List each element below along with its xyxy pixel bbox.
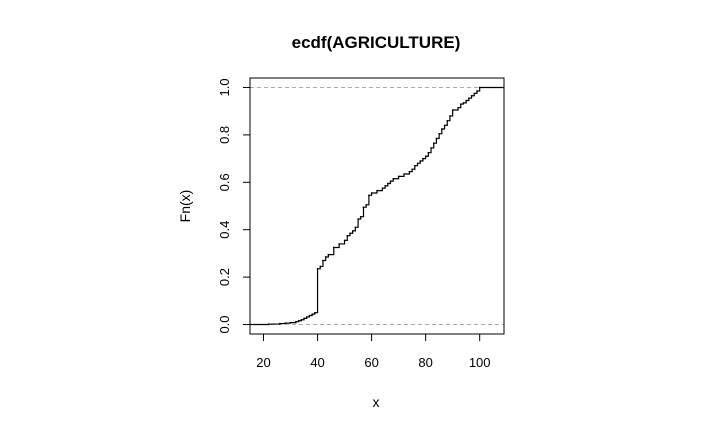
ecdf-point (319, 265, 322, 268)
ecdf-point (451, 109, 454, 111)
ecdf-point (416, 162, 419, 165)
ecdf-point (459, 103, 462, 105)
plot-frame (249, 77, 505, 335)
ecdf-point (362, 206, 365, 208)
ecdf-point (268, 323, 270, 325)
ecdf-point (392, 177, 395, 180)
ecdf-point (389, 180, 392, 182)
chart-title: ecdf(AGRICULTURE) (292, 33, 461, 52)
ecdf-point (473, 92, 476, 95)
ecdf-point (370, 192, 373, 194)
y-tick-label: 1.0 (217, 78, 232, 96)
y-tick-label: 0.0 (217, 315, 232, 333)
ecdf-point (311, 313, 313, 315)
ecdf-point (295, 320, 297, 323)
ecdf-point (462, 102, 465, 104)
ecdf-point (424, 155, 427, 158)
ecdf-point (443, 124, 446, 127)
x-axis-label: x (373, 394, 380, 410)
ecdf-point (478, 86, 481, 89)
ecdf-point (303, 317, 305, 320)
ecdf-point (411, 168, 413, 171)
x-axis: 20 40 60 80 100 (256, 333, 491, 370)
ecdf-point (422, 157, 424, 160)
ecdf-point (349, 232, 351, 235)
ecdf-point (354, 226, 357, 229)
y-tick-label: 0.2 (217, 268, 232, 286)
ecdf-point (408, 170, 411, 173)
ecdf-point (470, 94, 473, 97)
ecdf-point (365, 204, 367, 206)
ecdf-point (384, 185, 386, 187)
ecdf-point (322, 259, 324, 262)
ecdf-point (338, 243, 340, 245)
ecdf-point (465, 99, 467, 102)
ecdf-point (427, 151, 430, 154)
ecdf-point (289, 321, 292, 324)
ecdf-point (438, 132, 440, 135)
ecdf-step-series (250, 86, 504, 326)
x-tick-label: 100 (469, 355, 491, 370)
ecdf-point (351, 230, 354, 232)
y-tick-label: 0.4 (217, 221, 232, 239)
ecdf-point (346, 234, 349, 237)
ecdf-point (300, 318, 303, 321)
ecdf-point (314, 311, 316, 314)
ecdf-point (332, 246, 335, 249)
ecdf-point (284, 322, 286, 324)
ecdf-point (476, 90, 478, 92)
ecdf-point (305, 316, 308, 318)
ecdf-point (327, 253, 330, 256)
ecdf-point (414, 164, 416, 167)
ecdf-point (324, 256, 327, 258)
reference-lines (250, 86, 504, 326)
y-axis-label: Fn(x) (177, 190, 193, 223)
x-tick-label: 40 (310, 355, 324, 370)
y-axis: 0.0 0.2 0.4 0.6 0.8 1.0 (217, 78, 251, 334)
ecdf-point (381, 187, 384, 190)
ecdf-point (316, 268, 319, 270)
ecdf-point (432, 142, 435, 144)
ecdf-point (387, 182, 389, 185)
ecdf-point (359, 215, 362, 218)
ecdf-point (419, 160, 422, 162)
ecdf-point (468, 97, 470, 99)
ecdf-point (449, 115, 451, 117)
ecdf-point (357, 218, 359, 220)
x-tick-label: 20 (256, 355, 270, 370)
y-tick-label: 0.8 (217, 126, 232, 144)
x-tick-label: 60 (364, 355, 378, 370)
ecdf-point (435, 137, 438, 140)
ecdf-point (457, 106, 459, 109)
ecdf-point (446, 119, 449, 122)
x-tick-label: 80 (418, 355, 432, 370)
ecdf-point (376, 189, 378, 192)
ecdf-step-line (250, 86, 504, 326)
ecdf-point (397, 175, 400, 178)
ecdf-point (441, 128, 443, 130)
ecdf-point (308, 314, 311, 317)
y-tick-label: 0.6 (217, 173, 232, 191)
ecdf-point (297, 319, 300, 322)
ecdf-point (343, 239, 346, 242)
ecdf-point (403, 173, 405, 175)
ecdf-point (368, 194, 370, 197)
ecdf-point (278, 322, 281, 325)
ecdf-point (430, 147, 432, 149)
